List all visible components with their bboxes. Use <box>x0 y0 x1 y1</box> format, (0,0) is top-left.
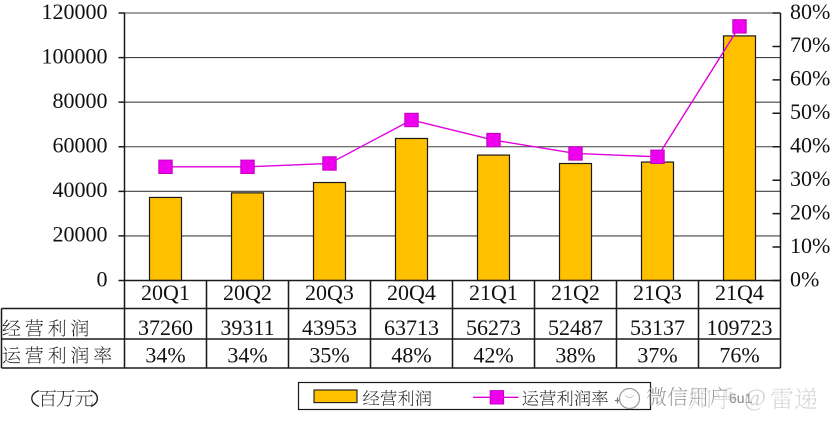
svg-text:20Q4: 20Q4 <box>387 280 436 305</box>
svg-text:10%: 10% <box>790 233 830 258</box>
svg-text:37%: 37% <box>637 343 677 368</box>
svg-text:52487: 52487 <box>548 315 603 340</box>
svg-text:0: 0 <box>97 266 108 291</box>
svg-text:48%: 48% <box>391 343 431 368</box>
svg-text:6u1: 6u1 <box>729 390 753 406</box>
svg-text:70%: 70% <box>790 32 830 57</box>
svg-text:56273: 56273 <box>466 315 521 340</box>
svg-text:43953: 43953 <box>302 315 357 340</box>
svg-text:21Q3: 21Q3 <box>633 280 682 305</box>
svg-text:100000: 100000 <box>42 43 108 68</box>
svg-text:40%: 40% <box>790 133 830 158</box>
svg-text:21Q2: 21Q2 <box>551 280 600 305</box>
svg-text:53137: 53137 <box>630 315 685 340</box>
svg-text:@: @ <box>746 387 768 413</box>
svg-text:@: @ <box>744 386 766 412</box>
svg-text:38%: 38% <box>555 343 595 368</box>
svg-text:21Q1: 21Q1 <box>469 280 518 305</box>
svg-text:30%: 30% <box>790 166 830 191</box>
svg-text:80%: 80% <box>790 0 830 24</box>
svg-text:76%: 76% <box>719 343 759 368</box>
svg-text:20Q3: 20Q3 <box>305 280 354 305</box>
svg-text:34%: 34% <box>227 343 267 368</box>
svg-text:42%: 42% <box>473 343 513 368</box>
svg-text:50%: 50% <box>790 99 830 124</box>
svg-text:109723: 109723 <box>707 315 773 340</box>
svg-text:6u1: 6u1 <box>729 390 753 406</box>
svg-text:60%: 60% <box>790 66 830 91</box>
svg-text:20Q1: 20Q1 <box>141 280 190 305</box>
svg-text:20000: 20000 <box>53 222 108 247</box>
svg-text:63713: 63713 <box>384 315 439 340</box>
svg-text:37260: 37260 <box>138 315 193 340</box>
svg-text:20Q2: 20Q2 <box>223 280 272 305</box>
svg-text:60000: 60000 <box>53 133 108 158</box>
svg-text:80000: 80000 <box>53 88 108 113</box>
svg-text:0%: 0% <box>790 266 819 291</box>
svg-text:40000: 40000 <box>53 177 108 202</box>
svg-text:35%: 35% <box>309 343 349 368</box>
svg-text:120000: 120000 <box>42 0 108 24</box>
svg-text:34%: 34% <box>145 343 185 368</box>
svg-text:21Q4: 21Q4 <box>715 280 764 305</box>
svg-text:39311: 39311 <box>220 315 274 340</box>
svg-text:20%: 20% <box>790 199 830 224</box>
